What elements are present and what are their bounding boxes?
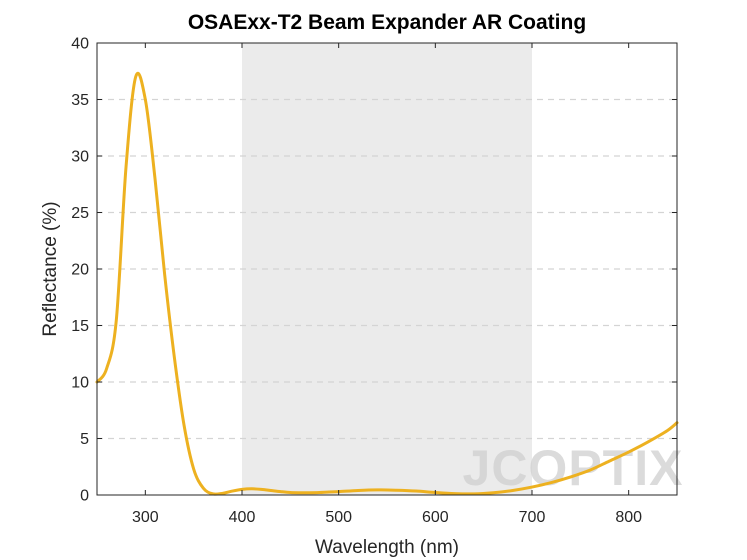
- y-tick-label: 25: [71, 205, 89, 222]
- x-axis-ticks: 300 400 500 600 700 800: [132, 43, 642, 526]
- jcoptix-watermark: JCOPTIX: [463, 440, 684, 496]
- x-tick-label: 400: [229, 509, 256, 526]
- x-tick-label: 800: [615, 509, 642, 526]
- y-tick-label: 0: [80, 488, 89, 505]
- y-tick-label: 15: [71, 318, 89, 335]
- series-layer: [95, 71, 679, 496]
- chart-title: OSAExx-T2 Beam Expander AR Coating: [188, 11, 586, 34]
- y-tick-label: 5: [80, 431, 89, 448]
- x-tick-label: 300: [132, 509, 159, 526]
- reflectance-series-line: [95, 71, 679, 496]
- y-axis-label: Reflectance (%): [40, 201, 61, 336]
- x-tick-label: 600: [422, 509, 449, 526]
- x-tick-label: 500: [325, 509, 352, 526]
- y-tick-label: 40: [71, 36, 89, 53]
- x-tick-label: 700: [519, 509, 546, 526]
- y-tick-label: 10: [71, 375, 89, 392]
- y-axis-ticks: 0 5 10 15 20 25 30 35 40: [71, 36, 677, 505]
- y-tick-label: 35: [71, 92, 89, 109]
- grid-layer: [97, 98, 677, 440]
- y-tick-label: 20: [71, 262, 89, 279]
- watermark-layer: JCOPTIX: [463, 440, 684, 496]
- y-tick-label: 30: [71, 149, 89, 166]
- x-axis-label: Wavelength (nm): [315, 537, 459, 558]
